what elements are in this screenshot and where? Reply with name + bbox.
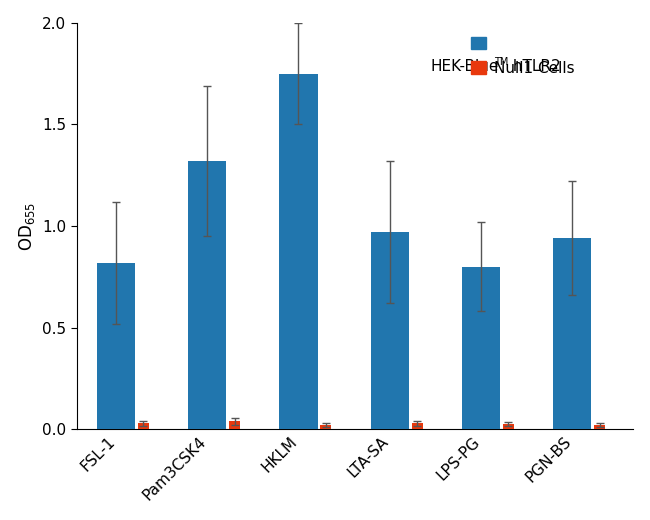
Bar: [229, 421, 240, 430]
Bar: [138, 423, 149, 430]
Y-axis label: OD$_{655}$: OD$_{655}$: [17, 201, 36, 251]
Bar: [503, 424, 514, 430]
Bar: [594, 425, 605, 430]
Bar: [97, 263, 135, 430]
Text: TM: TM: [494, 57, 508, 67]
Bar: [553, 238, 592, 430]
Bar: [411, 423, 422, 430]
Bar: [188, 161, 226, 430]
Bar: [370, 232, 409, 430]
Bar: [280, 73, 318, 430]
Bar: [462, 267, 500, 430]
Legend: placeholder_hek, Null1 Cells: placeholder_hek, Null1 Cells: [465, 30, 626, 82]
Bar: [320, 425, 332, 430]
Text: HEK-Blue: HEK-Blue: [430, 59, 499, 74]
Text: hTLR2: hTLR2: [508, 59, 561, 74]
